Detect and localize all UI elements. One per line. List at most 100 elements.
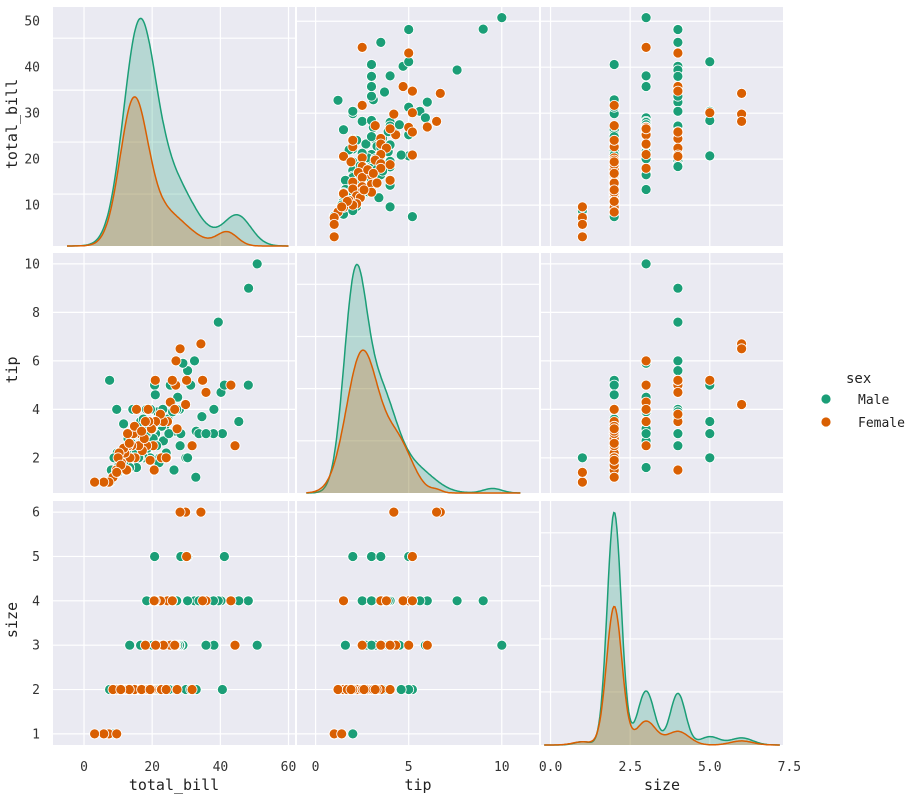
panel-tip-vs-total_bill bbox=[53, 253, 295, 493]
scatter-point-male bbox=[216, 684, 228, 695]
scatter-point-female bbox=[640, 440, 652, 452]
scatter-point-male bbox=[218, 551, 230, 562]
scatter-point-male bbox=[672, 355, 684, 367]
scatter-point-male bbox=[338, 124, 349, 136]
scatter-point-female bbox=[434, 88, 446, 99]
scatter-point-female bbox=[397, 81, 409, 92]
y-axis-label-size: size bbox=[3, 602, 21, 638]
scatter-point-male bbox=[373, 192, 385, 204]
scatter-point-female bbox=[181, 374, 193, 386]
scatter-point-male bbox=[672, 105, 684, 117]
legend: sex Male Female bbox=[820, 371, 905, 431]
scatter-point-female bbox=[169, 639, 181, 651]
scatter-point-female bbox=[186, 440, 198, 452]
scatter-point-male bbox=[360, 138, 372, 150]
legend-marker-male bbox=[820, 393, 832, 405]
y-tick-label-total_bill: 20 bbox=[24, 153, 40, 168]
scatter-point-female bbox=[328, 218, 340, 230]
scatter-point-male bbox=[347, 105, 359, 117]
scatter-point-male bbox=[672, 24, 684, 35]
y-tick-label-total_bill: 30 bbox=[24, 107, 40, 122]
scatter-point-male bbox=[163, 428, 175, 440]
scatter-point-male bbox=[347, 551, 359, 562]
scatter-point-female bbox=[640, 403, 652, 415]
x-axis-label-tip: tip bbox=[404, 776, 431, 794]
scatter-point-female bbox=[672, 464, 684, 476]
scatter-point-male bbox=[477, 23, 489, 35]
y-axis-label-tip: tip bbox=[3, 356, 21, 383]
scatter-point-male bbox=[704, 428, 716, 440]
scatter-point-female bbox=[197, 374, 209, 386]
scatter-point-male bbox=[672, 71, 684, 82]
scatter-point-male bbox=[640, 81, 652, 92]
y-tick-label-total_bill: 10 bbox=[24, 199, 40, 214]
y-tick-label-total_bill: 40 bbox=[24, 61, 40, 76]
scatter-point-female bbox=[171, 684, 183, 695]
scatter-point-female bbox=[406, 551, 418, 562]
scatter-point-male bbox=[496, 639, 508, 651]
scatter-point-female bbox=[380, 595, 392, 607]
scatter-point-female bbox=[225, 379, 237, 391]
y-tick-label-tip: 10 bbox=[24, 257, 40, 272]
scatter-point-male bbox=[172, 391, 184, 403]
scatter-point-female bbox=[672, 85, 684, 97]
scatter-point-male bbox=[208, 403, 220, 415]
scatter-point-female bbox=[225, 595, 237, 607]
scatter-point-female bbox=[89, 728, 100, 740]
scatter-point-male bbox=[379, 86, 390, 98]
x-tick-label-total_bill: 40 bbox=[213, 760, 229, 775]
scatter-point-female bbox=[111, 466, 123, 478]
scatter-point-female bbox=[195, 506, 207, 518]
scatter-point-female bbox=[181, 551, 193, 562]
scatter-point-male bbox=[640, 428, 652, 440]
scatter-point-male bbox=[196, 411, 208, 423]
x-tick-label-size: 0.0 bbox=[539, 760, 562, 775]
scatter-point-female bbox=[736, 343, 747, 355]
scatter-point-male bbox=[704, 452, 716, 464]
scatter-point-female bbox=[367, 167, 379, 179]
scatter-point-male bbox=[384, 201, 396, 213]
scatter-point-female bbox=[406, 595, 418, 607]
scatter-point-male bbox=[640, 184, 652, 195]
scatter-point-female bbox=[608, 437, 620, 449]
scatter-point-male bbox=[243, 282, 255, 294]
panel-tip-vs-size bbox=[541, 253, 783, 493]
scatter-point-male bbox=[393, 119, 405, 131]
scatter-point-female bbox=[332, 684, 344, 695]
scatter-point-female bbox=[608, 120, 620, 131]
y-tick-label-size: 5 bbox=[32, 550, 40, 565]
scatter-point-female bbox=[388, 506, 400, 518]
scatter-point-male bbox=[704, 150, 716, 162]
panel-total_bill-vs-size bbox=[541, 7, 783, 246]
scatter-point-female bbox=[148, 595, 160, 607]
scatter-point-male bbox=[640, 258, 652, 270]
scatter-point-female bbox=[736, 399, 747, 410]
scatter-point-female bbox=[608, 195, 620, 207]
panel-background bbox=[297, 501, 539, 745]
x-tick-label-tip: 10 bbox=[494, 760, 510, 775]
scatter-point-female bbox=[640, 42, 652, 53]
scatter-point-female bbox=[577, 201, 588, 213]
scatter-point-male bbox=[366, 639, 377, 651]
scatter-point-male bbox=[577, 452, 588, 464]
scatter-point-female bbox=[174, 343, 186, 355]
y-tick-label-size: 3 bbox=[32, 639, 40, 654]
scatter-point-female bbox=[608, 471, 620, 483]
scatter-point-female bbox=[403, 639, 415, 651]
scatter-point-male bbox=[672, 282, 684, 294]
scatter-point-female bbox=[672, 126, 684, 138]
scatter-point-female bbox=[640, 162, 652, 174]
kde-line-male bbox=[67, 17, 289, 247]
scatter-point-male bbox=[190, 471, 202, 483]
scatter-point-female bbox=[384, 159, 396, 171]
scatter-point-male bbox=[375, 551, 387, 562]
scatter-point-female bbox=[672, 150, 684, 162]
scatter-point-female bbox=[136, 425, 148, 437]
scatter-point-male bbox=[149, 389, 161, 401]
scatter-point-male bbox=[384, 70, 396, 82]
y-tick-label-tip: 4 bbox=[32, 403, 40, 418]
scatter-point-female bbox=[608, 156, 620, 168]
scatter-point-female bbox=[356, 639, 368, 651]
scatter-point-female bbox=[375, 639, 387, 651]
scatter-point-female bbox=[384, 123, 396, 135]
